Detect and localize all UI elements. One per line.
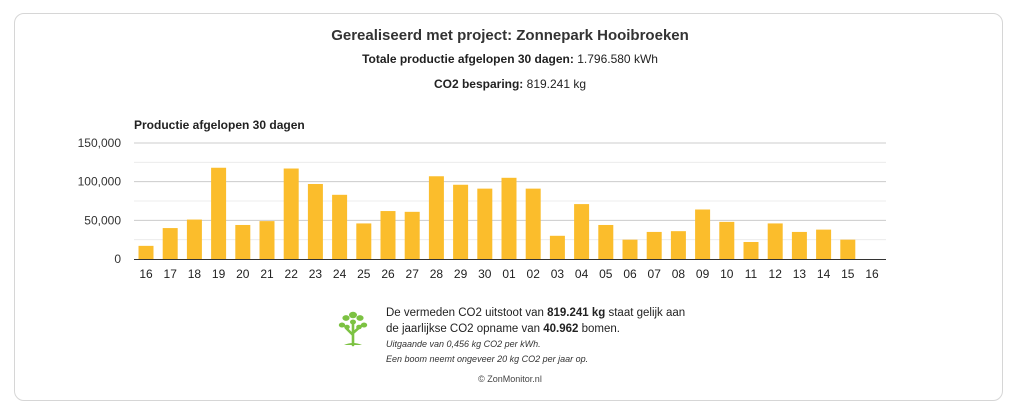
x-tick-label: 03 (551, 267, 565, 281)
x-tick-label: 16 (865, 267, 879, 281)
co2-savings-line: CO2 besparing: 819.241 kg (0, 77, 1020, 91)
x-tick-label: 07 (648, 267, 662, 281)
bar (719, 221, 735, 259)
x-tick-label: 15 (841, 267, 855, 281)
x-tick-label: 01 (502, 267, 516, 281)
bar (162, 228, 178, 259)
bar (356, 223, 372, 259)
x-tick-label: 25 (357, 267, 371, 281)
bar (380, 211, 396, 259)
bar (670, 231, 686, 259)
x-tick-label: 06 (623, 267, 637, 281)
bar (767, 223, 783, 259)
co2-equivalence-line: De vermeden CO2 uitstoot van 819.241 kg … (386, 305, 746, 321)
bar (646, 231, 662, 259)
bar (453, 184, 469, 259)
tree-count: 40.962 (543, 323, 579, 335)
bar (501, 177, 517, 259)
bar (574, 204, 590, 259)
bar (598, 224, 614, 259)
bar (477, 188, 493, 259)
x-tick-label: 24 (333, 267, 347, 281)
co2-equivalence-text-c: staat gelijk aan (605, 307, 686, 319)
x-tick-label: 17 (164, 267, 178, 281)
x-tick-label: 28 (430, 267, 444, 281)
total-production-line: Totale productie afgelopen 30 dagen: 1.7… (0, 52, 1020, 66)
x-tick-label: 19 (212, 267, 226, 281)
y-tick-label: 50,000 (84, 213, 121, 227)
co2-equivalence-kg: 819.241 kg (547, 307, 606, 319)
x-tick-label: 14 (817, 267, 831, 281)
tree-absorption-note: Een boom neemt ongeveer 20 kg CO2 per ja… (386, 354, 589, 364)
bar (816, 229, 832, 259)
bar (283, 168, 299, 259)
co2-factor-note: Uitgaande van 0,456 kg CO2 per kWh. (386, 339, 541, 349)
y-tick-label: 0 (114, 252, 121, 266)
co2-savings-label: CO2 besparing: (433, 77, 524, 91)
total-production-value: 1.796.580 kWh (577, 52, 658, 66)
bar (235, 224, 251, 259)
x-tick-label: 29 (454, 267, 468, 281)
x-tick-label: 04 (575, 267, 589, 281)
bar (549, 235, 565, 259)
y-tick-label: 100,000 (78, 175, 122, 189)
copyright-text: © ZonMonitor.nl (478, 374, 542, 384)
total-production-label: Totale productie afgelopen 30 dagen: (362, 52, 574, 66)
bar (211, 167, 227, 259)
x-axis-ticks: 16 17 18 19 20 21 22 23 24 25 26 27 28 29 30 01 02 03 04 05… (139, 267, 879, 281)
x-tick-label: 18 (188, 267, 202, 281)
tree-icon (338, 311, 368, 347)
bar (186, 219, 202, 259)
bar (307, 183, 323, 259)
co2-info-text: De vermeden CO2 uitstoot van 819.241 kg … (386, 305, 746, 367)
page-title: Gerealiseerd met project: Zonnepark Hooi… (331, 27, 689, 44)
x-tick-label: 02 (527, 267, 541, 281)
production-bar-chart: Productie afgelopen 30 dagen 0 50,000 100,… (78, 118, 886, 281)
bar (332, 194, 348, 259)
x-tick-label: 23 (309, 267, 323, 281)
bar (840, 239, 856, 259)
bars (138, 167, 856, 259)
bar (404, 211, 420, 259)
chart-title: Productie afgelopen 30 dagen (134, 118, 305, 132)
bar (525, 188, 541, 259)
x-tick-label: 21 (260, 267, 274, 281)
bar (791, 231, 807, 259)
bar (138, 245, 154, 259)
tree-equivalence-text-a: de jaarlijkse CO2 opname van (386, 323, 544, 335)
bar (622, 239, 638, 259)
tree-equivalence-line: de jaarlijkse CO2 opname van 40.962 bome… (386, 321, 746, 337)
co2-savings-value: 819.241 kg (526, 77, 587, 91)
tree-equivalence-text-c: bomen. (578, 323, 620, 335)
x-tick-label: 16 (139, 267, 153, 281)
x-tick-label: 11 (745, 267, 758, 281)
x-tick-label: 20 (236, 267, 250, 281)
co2-equivalence-text-a: De vermeden CO2 uitstoot van (386, 307, 548, 319)
x-tick-label: 30 (478, 267, 492, 281)
bar (695, 209, 711, 259)
x-tick-label: 09 (696, 267, 710, 281)
y-axis-ticks: 0 50,000 100,000 150,000 (78, 136, 122, 266)
bar (428, 176, 444, 259)
x-tick-label: 10 (720, 267, 734, 281)
x-tick-label: 13 (793, 267, 807, 281)
x-tick-label: 26 (381, 267, 395, 281)
x-tick-label: 22 (285, 267, 299, 281)
bar (259, 221, 275, 259)
x-tick-label: 05 (599, 267, 613, 281)
x-tick-label: 12 (769, 267, 783, 281)
x-tick-label: 08 (672, 267, 686, 281)
y-tick-label: 150,000 (78, 136, 122, 150)
x-tick-label: 27 (406, 267, 420, 281)
bar (743, 241, 759, 259)
